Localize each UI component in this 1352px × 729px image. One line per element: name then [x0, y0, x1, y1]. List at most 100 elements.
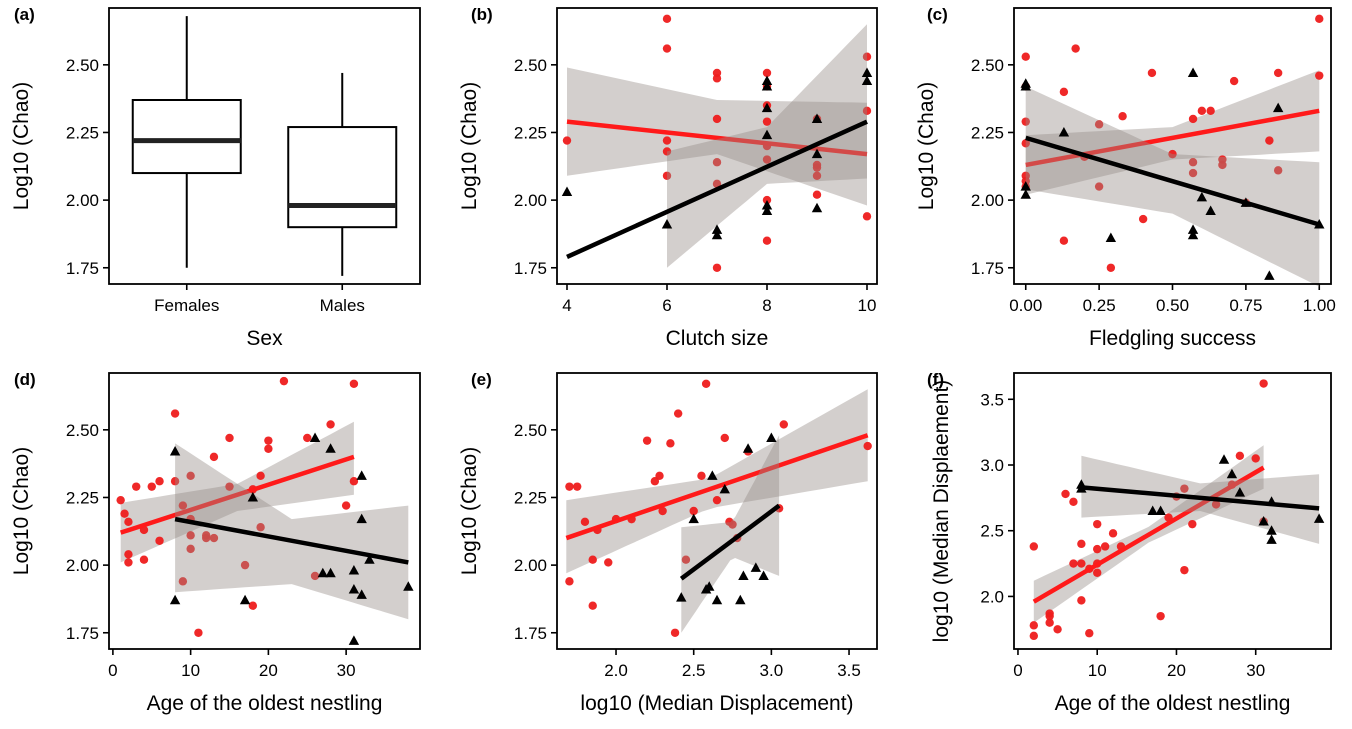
y-tick-label: 1.75 — [66, 624, 99, 643]
x-tick-label: 0.50 — [1156, 296, 1189, 315]
y-tick-label: 3.0 — [980, 456, 1004, 475]
box-males — [287, 72, 398, 276]
data-point — [120, 509, 129, 518]
data-point — [139, 555, 149, 564]
panel-d: (d) 1.75 2.00 2.25 2.50 0 10 20 30 Age of the old… — [10, 370, 421, 715]
data-point — [1147, 505, 1158, 515]
data-point — [811, 202, 823, 213]
data-point — [341, 501, 351, 510]
data-point — [812, 163, 822, 172]
data-point — [642, 436, 652, 445]
x-axis-label: Fledgling success — [1089, 327, 1256, 350]
x-tick-label: 3.5 — [837, 661, 861, 680]
data-point — [325, 567, 336, 578]
data-point — [1264, 270, 1275, 280]
data-point — [565, 482, 574, 491]
data-point — [364, 554, 375, 564]
data-point — [1045, 611, 1054, 621]
x-tick-label: 20 — [259, 661, 278, 680]
x-tick-label: 2.5 — [682, 661, 706, 680]
regression-line — [1081, 485, 1320, 511]
data-point — [1094, 182, 1104, 191]
y-tick-label: 1.75 — [514, 259, 547, 278]
data-point — [1108, 529, 1118, 538]
y-tick-label: 2.50 — [514, 56, 547, 75]
data-point — [170, 477, 180, 486]
y-axis-label: Log10 (Chao) — [10, 82, 33, 210]
regression-line — [174, 516, 409, 565]
y-tick-label: 2.25 — [514, 488, 547, 507]
data-point — [225, 482, 234, 491]
series-red-circles — [1021, 14, 1324, 272]
data-point — [1259, 379, 1268, 388]
data-point — [1020, 181, 1031, 191]
data-point — [712, 495, 722, 505]
data-point — [761, 75, 773, 86]
data-point — [356, 513, 367, 524]
data-point — [1265, 136, 1274, 145]
data-point — [1059, 87, 1069, 97]
series-black-triangles — [1076, 454, 1325, 544]
data-point — [673, 409, 683, 418]
data-point — [1168, 149, 1177, 159]
confidence-band — [175, 443, 409, 620]
data-point — [201, 531, 211, 540]
data-point — [562, 136, 572, 145]
regression-line — [1025, 135, 1320, 227]
data-point — [1020, 80, 1031, 91]
panel-label: (b) — [471, 5, 493, 24]
data-point — [1266, 525, 1277, 535]
data-point — [1020, 189, 1031, 199]
confidence-band — [681, 435, 780, 633]
data-point — [762, 155, 772, 164]
data-point — [1187, 224, 1199, 234]
data-point — [711, 224, 723, 234]
data-point — [356, 589, 367, 599]
data-point — [1061, 489, 1070, 499]
data-point — [681, 555, 691, 564]
data-point — [186, 544, 195, 554]
x-tick-label: 20 — [1167, 661, 1186, 680]
data-point — [588, 601, 597, 610]
data-point — [310, 571, 320, 581]
confidence-band — [1025, 70, 1320, 195]
y-tick-label: 2.00 — [971, 191, 1004, 210]
data-point — [662, 136, 672, 145]
data-point — [155, 477, 164, 486]
data-point — [1315, 14, 1324, 24]
data-point — [561, 186, 573, 196]
data-point — [1218, 454, 1230, 464]
data-point — [169, 594, 181, 605]
data-point — [697, 471, 706, 481]
data-point — [1218, 160, 1227, 170]
data-point — [403, 581, 414, 591]
data-point — [811, 148, 823, 159]
x-tick-label: 30 — [1246, 661, 1265, 680]
data-point — [761, 129, 773, 140]
data-point — [689, 506, 698, 516]
data-point — [728, 520, 737, 529]
data-point — [1234, 487, 1246, 497]
data-point — [1266, 534, 1277, 544]
data-point — [1029, 621, 1039, 630]
data-point — [863, 441, 872, 451]
y-axis-label: Log10 (Chao) — [10, 447, 33, 575]
panel-label: (f) — [927, 370, 944, 389]
x-tick-label: 2.0 — [604, 661, 628, 680]
x-tick-label: Males — [320, 296, 365, 315]
data-point — [1273, 68, 1283, 78]
data-point — [1093, 568, 1102, 577]
plot-frame — [556, 7, 878, 285]
data-point — [317, 567, 329, 578]
data-point — [750, 562, 762, 572]
data-point — [264, 436, 273, 445]
data-point — [326, 420, 335, 429]
data-point — [349, 477, 359, 486]
x-tick-label: 30 — [337, 661, 356, 680]
panel-label: (d) — [14, 370, 36, 389]
data-point — [124, 550, 133, 559]
data-point — [303, 433, 312, 443]
x-axis-label: Sex — [246, 327, 283, 350]
data-point — [712, 263, 722, 272]
